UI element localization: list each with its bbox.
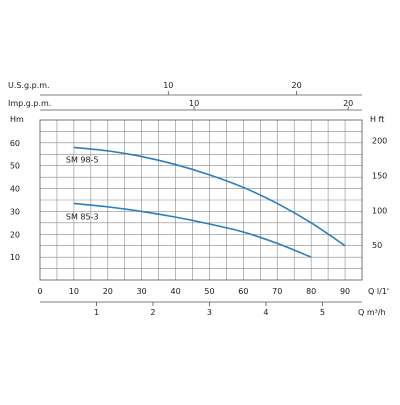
tick-label-q-lpm: 70: [272, 287, 282, 296]
tick-label-m3h: 1: [94, 308, 99, 317]
axis-label-q-lpm: Q l/1': [368, 287, 389, 296]
series: [73, 146, 346, 258]
axis-label-m3h: Q m³/h: [358, 308, 386, 317]
series-line-sm-85-3: [73, 202, 312, 258]
axis-label-usgpm: U.S.g.p.m.: [8, 81, 50, 90]
tick-label-impgpm: 20: [343, 99, 353, 108]
axis-label-impgpm: Imp.g.p.m.: [8, 99, 51, 108]
tick-label-hft: 50: [372, 241, 382, 250]
tick-label-hm: 10: [10, 253, 20, 262]
tick-label-impgpm: 10: [189, 99, 199, 108]
tick-label-hm: 50: [10, 162, 20, 171]
tick-label-hft: 200: [372, 137, 387, 146]
tick-label-q-lpm: 90: [340, 287, 350, 296]
tick-label-usgpm: 10: [163, 81, 173, 90]
axes: 0 10 20 30 40 50 60 70 80 90 Q l/1' 1 2 3 4 5 Q m³/h 10 20…: [8, 81, 389, 317]
plot-frame: [39, 119, 363, 281]
tick-label-hm: 30: [10, 207, 20, 216]
tick-label-hft: 150: [372, 171, 387, 180]
tick-label-hft: 100: [372, 206, 387, 215]
labels: SM 98-5 SM 85-3: [66, 155, 99, 221]
axis-label-hft: H ft: [370, 115, 384, 124]
tick-label-m3h: 2: [150, 308, 155, 317]
tick-label-q-lpm: 80: [306, 287, 316, 296]
tick-label-q-lpm: 10: [69, 287, 79, 296]
tick-label-m3h: 3: [207, 308, 212, 317]
series-label-sm-98-5: SM 98-5: [66, 155, 99, 164]
tick-label-q-lpm: 30: [137, 287, 147, 296]
series-label-sm-85-3: SM 85-3: [66, 212, 99, 221]
grid-lines: [40, 120, 362, 280]
tick-label-q-lpm: 0: [37, 287, 42, 296]
tick-label-m3h: 5: [320, 308, 325, 317]
axis-label-hm: Hm: [10, 115, 24, 124]
series-line-sm-98-5: [73, 146, 346, 247]
tick-label-hm: 20: [10, 230, 20, 239]
tick-label-q-lpm: 60: [238, 287, 248, 296]
tick-label-usgpm: 20: [291, 81, 301, 90]
tick-label-m3h: 4: [263, 308, 268, 317]
tick-label-hm: 60: [10, 139, 20, 148]
tick-label-q-lpm: 50: [204, 287, 214, 296]
tick-label-q-lpm: 40: [170, 287, 180, 296]
tick-label-hm: 40: [10, 185, 20, 194]
tick-label-q-lpm: 20: [103, 287, 113, 296]
